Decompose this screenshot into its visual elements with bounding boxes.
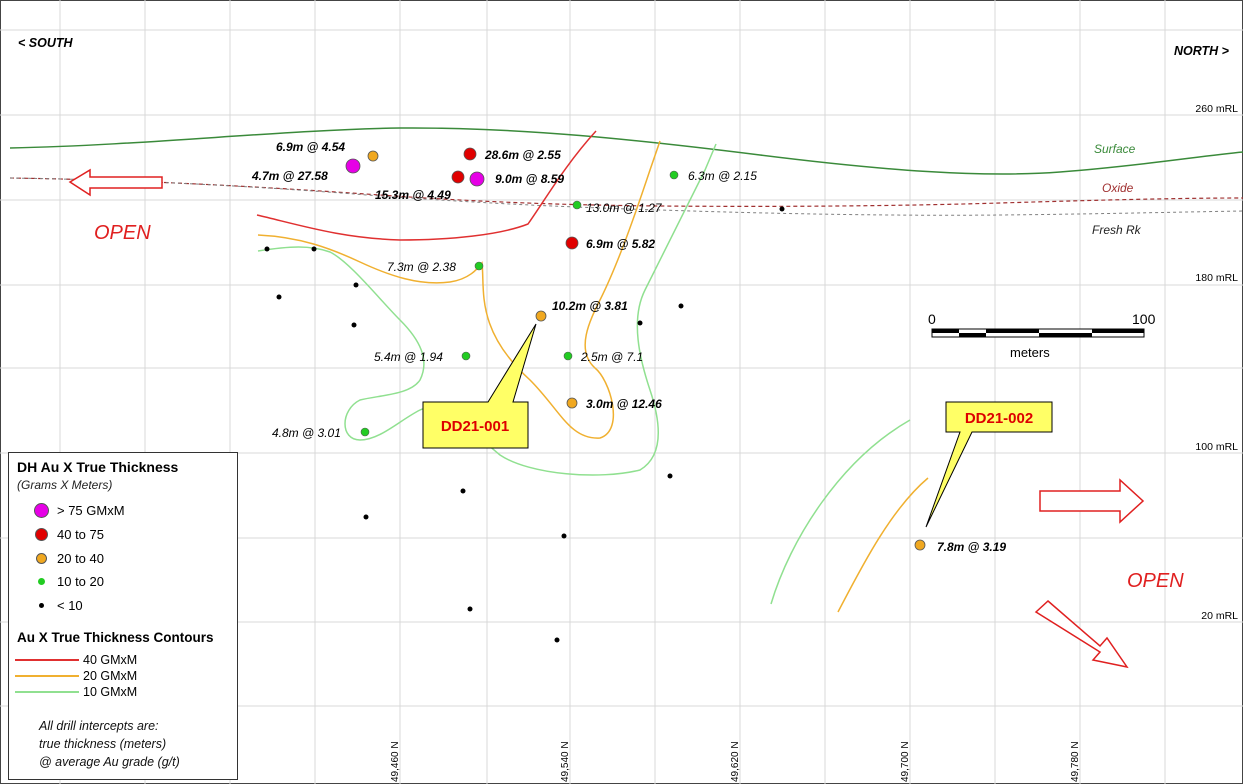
elevation-label: 180 mRL <box>1195 272 1238 284</box>
legend-contour-label: 20 GMxM <box>83 669 138 683</box>
intercept-label: 3.0m @ 12.46 <box>586 397 662 411</box>
legend-marker <box>38 602 44 608</box>
legend-note: All drill intercepts are: <box>39 719 159 733</box>
elevation-label: 100 mRL <box>1195 441 1238 453</box>
contour-10 <box>257 143 717 476</box>
legend-class-label: < 10 <box>57 597 83 613</box>
legend-class: 40 to 75 <box>25 525 104 543</box>
intercept-label: 15.3m @ 4.49 <box>375 188 451 202</box>
drill-point <box>914 539 926 551</box>
drill-point <box>535 310 547 322</box>
legend-class-label: > 75 GMxM <box>57 502 125 518</box>
legend-note: true thickness (meters) <box>39 737 167 751</box>
northing-label: 49,620 N <box>730 741 741 782</box>
callout-dd21-001 <box>422 323 537 449</box>
callout-label: DD21-001 <box>441 418 509 435</box>
scale-max: 100 <box>1132 311 1156 327</box>
legend-contour-label: 40 GMxM <box>83 653 138 667</box>
north-label: NORTH > <box>1174 44 1230 58</box>
callout-label: DD21-002 <box>965 410 1033 427</box>
open-label-right: OPEN <box>1127 570 1184 592</box>
drill-point <box>474 261 484 271</box>
contour-20 <box>257 140 661 439</box>
intercept-label: 7.8m @ 3.19 <box>937 540 1006 554</box>
open-arrow-left <box>68 168 163 197</box>
intercept-label: 7.3m @ 2.38 <box>387 260 456 274</box>
drill-point <box>451 170 465 184</box>
legend-line <box>15 675 79 677</box>
legend-marker <box>35 552 47 564</box>
drill-point <box>669 170 679 180</box>
surface-label: Surface <box>1094 142 1136 156</box>
drill-point <box>360 427 370 437</box>
legend-class-label: 40 to 75 <box>57 526 104 542</box>
legend-marker <box>34 527 48 541</box>
drill-point <box>345 158 361 174</box>
intercept-label: 9.0m @ 8.59 <box>495 172 564 186</box>
legend-contour: 40 GMxM <box>15 652 137 668</box>
legend-contour: 10 GMxM <box>15 684 137 700</box>
open-arrow-down-right <box>1034 599 1129 669</box>
drill-point <box>563 351 573 361</box>
legend-note: @ average Au grade (g/t) <box>39 755 180 769</box>
fresh-rock-label: Fresh Rk <box>1092 223 1142 237</box>
legend-contour-title: Au X True Thickness Contours <box>17 630 214 645</box>
intercept-label: 4.7m @ 27.58 <box>251 169 328 183</box>
intercept-label: 28.6m @ 2.55 <box>484 148 561 162</box>
drill-points-low <box>264 206 785 643</box>
legend-class: > 75 GMxM <box>25 501 125 519</box>
legend-contour-label: 10 GMxM <box>83 685 138 699</box>
map-legend: DH Au X True Thickness (Grams X Meters) … <box>8 452 238 780</box>
intercept-label: 6.3m @ 2.15 <box>688 169 757 183</box>
contour-10 <box>770 419 911 605</box>
northing-label: 49,460 N <box>390 741 401 782</box>
open-arrow-right <box>1039 478 1145 524</box>
legend-line <box>15 659 79 661</box>
northing-label: 49,780 N <box>1070 741 1081 782</box>
elevation-label: 260 mRL <box>1195 103 1238 115</box>
legend-subtitle: (Grams X Meters) <box>17 478 113 492</box>
drill-point <box>463 147 477 161</box>
scale-zero: 0 <box>928 311 936 327</box>
legend-class: < 10 <box>25 596 83 614</box>
intercept-label: 5.4m @ 1.94 <box>374 350 443 364</box>
legend-marker <box>33 502 49 518</box>
intercept-label: 6.9m @ 4.54 <box>276 140 345 154</box>
drill-point <box>572 200 582 210</box>
intercept-label: 13.0m @ 1.27 <box>586 201 663 215</box>
callout-dd21-002 <box>925 401 1053 528</box>
drill-point <box>461 351 471 361</box>
intercept-label: 10.2m @ 3.81 <box>552 299 628 313</box>
fresh-rock-line <box>9 177 1243 216</box>
legend-class-label: 10 to 20 <box>57 573 104 589</box>
legend-marker <box>37 577 45 585</box>
legend-line <box>15 691 79 693</box>
intercept-label: 6.9m @ 5.82 <box>586 237 655 251</box>
drill-point <box>566 397 578 409</box>
drill-point <box>469 171 485 187</box>
scale-unit: meters <box>1010 345 1050 360</box>
northing-label: 49,540 N <box>560 741 571 782</box>
intercept-label: 4.8m @ 3.01 <box>272 426 341 440</box>
drill-point <box>565 236 579 250</box>
intercept-label: 2.5m @ 7.1 <box>580 350 643 364</box>
open-label-left: OPEN <box>94 222 151 244</box>
contour-20 <box>837 477 929 613</box>
oxide-label: Oxide <box>1102 181 1134 195</box>
surface-line <box>9 127 1243 175</box>
legend-class: 20 to 40 <box>25 549 104 567</box>
elevation-label: 20 mRL <box>1201 610 1238 622</box>
legend-title: DH Au X True Thickness <box>17 459 179 475</box>
legend-contour: 20 GMxM <box>15 668 137 684</box>
scale-bar <box>931 328 1145 338</box>
northing-label: 49,700 N <box>900 741 911 782</box>
south-label: < SOUTH <box>18 36 73 50</box>
drill-point <box>367 150 379 162</box>
contour-40 <box>256 130 597 241</box>
legend-class-label: 20 to 40 <box>57 550 104 566</box>
legend-class: 10 to 20 <box>25 572 104 590</box>
